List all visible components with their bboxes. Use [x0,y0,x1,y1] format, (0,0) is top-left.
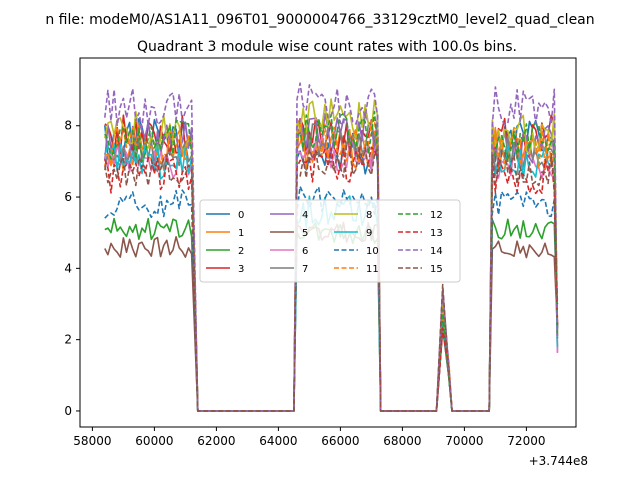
figure-suptitle: n file: modeM0/AS1A11_096T01_9000004766_… [45,12,594,28]
x-tick-label: 60000 [135,434,173,448]
legend-label-11: 11 [366,264,379,275]
y-tick-label: 6 [64,190,72,204]
y-axis: 0 2 4 6 8 [64,119,80,418]
y-tick-label: 2 [64,333,72,347]
legend-label-1: 1 [238,228,244,239]
legend-label-9: 9 [366,228,372,239]
y-tick-label: 8 [64,119,72,133]
chart-title: Quadrant 3 module wise count rates with … [137,39,517,55]
series-line-12 [104,110,559,412]
legend-label-3: 3 [238,264,244,275]
legend-label-5: 5 [302,228,308,239]
legend-label-2: 2 [238,246,244,257]
x-tick-label: 72000 [507,434,545,448]
legend-label-15: 15 [430,264,443,275]
legend-label-7: 7 [302,264,308,275]
y-tick-label: 4 [64,261,72,275]
series-line-13 [104,146,559,412]
legend-label-13: 13 [430,228,443,239]
x-tick-label: 68000 [383,434,421,448]
legend-label-8: 8 [366,210,372,221]
legend-label-14: 14 [430,246,443,257]
legend-label-12: 12 [430,210,443,221]
plot-frame [79,57,577,428]
y-tick-label: 0 [64,404,72,418]
series-line-11 [104,119,559,412]
series-line-15 [104,144,559,412]
series-line-4 [104,113,559,412]
series-line-10 [104,185,559,412]
legend-label-4: 4 [302,210,308,221]
x-offset-label: +3.744e8 [529,454,588,468]
x-tick-label: 62000 [197,434,235,448]
x-tick-label: 70000 [445,434,483,448]
legend-box [199,199,461,283]
legend-label-0: 0 [238,210,244,221]
x-tick-label: 66000 [321,434,359,448]
x-axis: 58000 60000 62000 64000 66000 68000 70000 72000 [73,427,545,448]
x-tick-label: 58000 [73,434,111,448]
x-tick-label: 64000 [259,434,297,448]
legend-label-6: 6 [302,246,308,257]
legend-label-10: 10 [366,246,379,257]
series-line-14 [104,82,559,412]
